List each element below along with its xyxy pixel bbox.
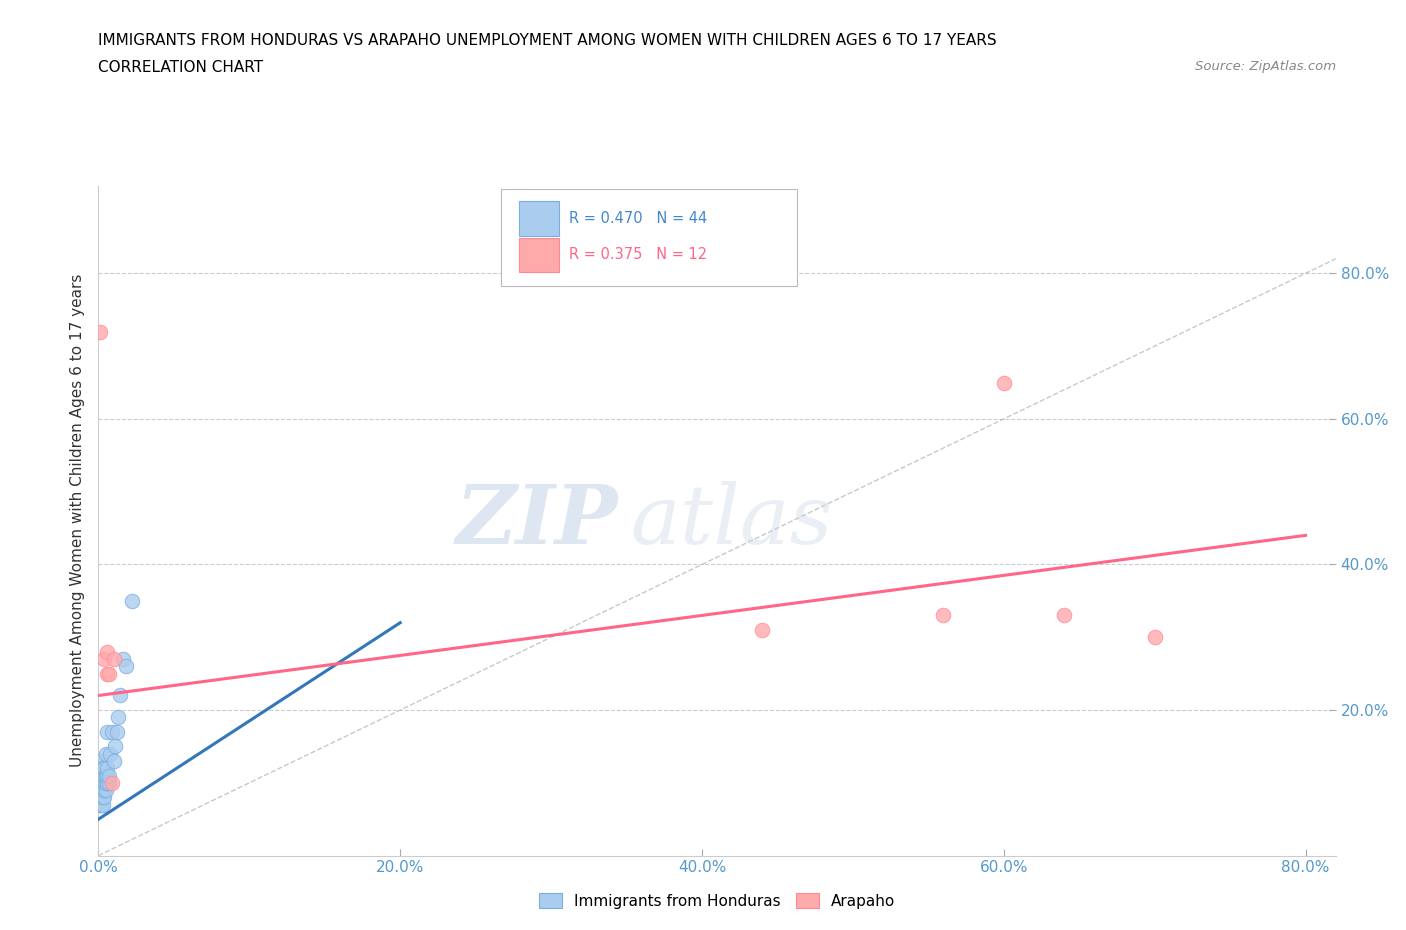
Point	[90, 768, 112, 783]
Point	[100, 746, 122, 761]
Point	[1053, 608, 1076, 623]
Point	[96, 761, 118, 776]
Point	[108, 688, 131, 703]
Point	[96, 776, 118, 790]
Point	[103, 753, 125, 768]
Point	[96, 666, 118, 681]
Point	[94, 776, 117, 790]
Point	[93, 652, 115, 667]
Point	[93, 783, 115, 798]
Point	[105, 724, 128, 739]
Point	[91, 797, 114, 812]
Point	[107, 710, 129, 724]
Point	[98, 776, 121, 790]
Point	[932, 608, 955, 623]
Point	[89, 761, 111, 776]
Text: Source: ZipAtlas.com: Source: ZipAtlas.com	[1195, 60, 1336, 73]
Text: atlas: atlas	[630, 481, 832, 561]
Point	[90, 783, 112, 798]
Point	[94, 746, 117, 761]
Point	[89, 325, 111, 339]
Point	[121, 593, 143, 608]
Text: IMMIGRANTS FROM HONDURAS VS ARAPAHO UNEMPLOYMENT AMONG WOMEN WITH CHILDREN AGES : IMMIGRANTS FROM HONDURAS VS ARAPAHO UNEM…	[98, 33, 997, 47]
Point	[993, 375, 1015, 390]
Point	[94, 768, 117, 783]
Point	[96, 644, 118, 659]
Point	[90, 753, 112, 768]
Point	[90, 797, 112, 812]
Point	[89, 776, 111, 790]
Point	[94, 783, 117, 798]
Point	[91, 768, 114, 783]
Point	[91, 790, 114, 804]
Point	[89, 797, 111, 812]
FancyBboxPatch shape	[519, 201, 558, 235]
Point	[96, 768, 118, 783]
Point	[1143, 630, 1166, 644]
Point	[98, 768, 121, 783]
Text: R = 0.470   N = 44: R = 0.470 N = 44	[568, 210, 707, 226]
Point	[93, 776, 115, 790]
Legend: Immigrants from Honduras, Arapaho: Immigrants from Honduras, Arapaho	[533, 886, 901, 915]
Point	[90, 790, 112, 804]
Point	[93, 768, 115, 783]
Point	[103, 652, 125, 667]
Point	[101, 776, 124, 790]
FancyBboxPatch shape	[501, 190, 797, 286]
Point	[90, 761, 112, 776]
Point	[91, 776, 114, 790]
Point	[91, 783, 114, 798]
Point	[101, 724, 124, 739]
Point	[89, 790, 111, 804]
Y-axis label: Unemployment Among Women with Children Ages 6 to 17 years: Unemployment Among Women with Children A…	[69, 274, 84, 767]
Point	[93, 761, 115, 776]
Text: CORRELATION CHART: CORRELATION CHART	[98, 60, 263, 75]
Point	[91, 761, 114, 776]
Point	[93, 790, 115, 804]
FancyBboxPatch shape	[519, 237, 558, 272]
Point	[111, 652, 134, 667]
Text: ZIP: ZIP	[456, 481, 619, 561]
Point	[104, 739, 127, 754]
Point	[89, 768, 111, 783]
Point	[98, 666, 121, 681]
Point	[751, 622, 773, 637]
Text: R = 0.375   N = 12: R = 0.375 N = 12	[568, 247, 707, 262]
Point	[89, 783, 111, 798]
Point	[90, 776, 112, 790]
Point	[96, 724, 118, 739]
Point	[114, 659, 136, 674]
